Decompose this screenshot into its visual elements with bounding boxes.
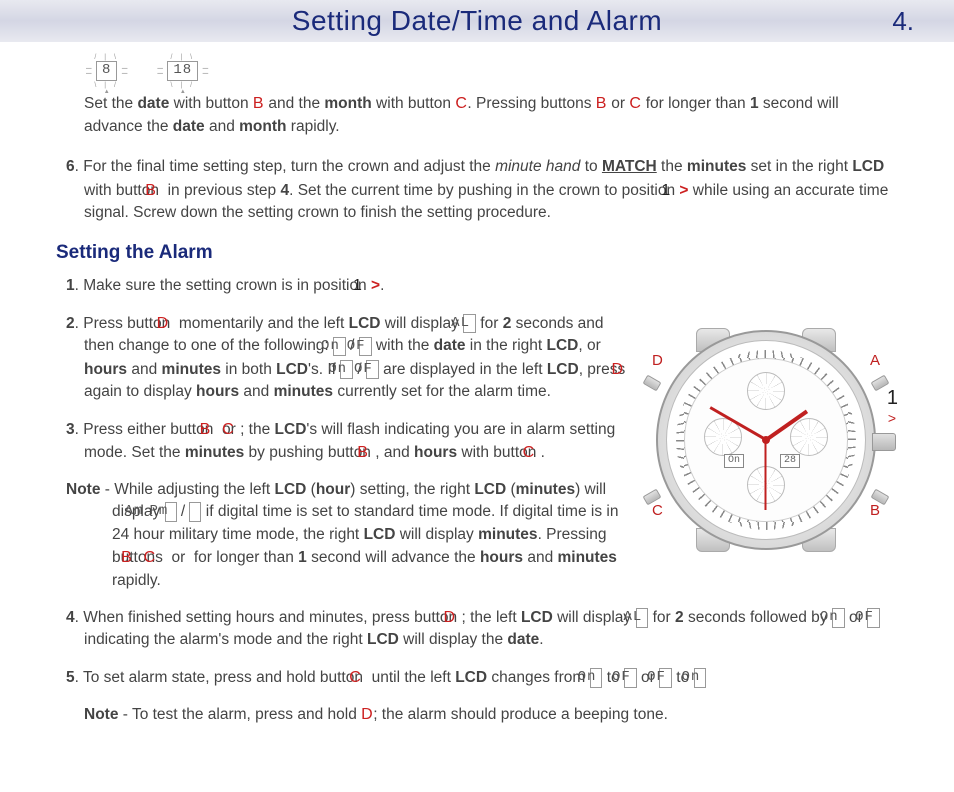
watch-diagram: On 28 A B C D 1 > xyxy=(648,312,898,572)
note-1: Note - While adjusting the left LCD (hou… xyxy=(112,479,634,592)
lcd-example-row: / | \\ | / –––– 8 ▲ / | \\ | / –––– 18 ▲ xyxy=(96,60,898,82)
page-header: Setting Date/Time and Alarm 4. xyxy=(0,0,954,42)
lcd-pm: Pm xyxy=(189,502,201,521)
watch-lcd-left: On xyxy=(724,454,744,468)
alarm-step-5: 5. To set alarm state, press and hold bu… xyxy=(84,666,898,689)
watch-lcd-right: 28 xyxy=(780,454,800,468)
lcd-off: OF xyxy=(359,337,372,356)
page-number: 4. xyxy=(892,6,914,37)
lcd-on: On xyxy=(333,337,346,356)
intro-paragraph: Set the date with button B and the month… xyxy=(84,92,898,138)
watch-button-d xyxy=(643,374,662,391)
alarm-heading: Setting the Alarm xyxy=(56,239,898,267)
lcd-al: AL xyxy=(463,314,476,333)
watch-label-arrow: > xyxy=(888,408,896,428)
watch-label-d: D xyxy=(652,350,663,372)
button-c-ref: C xyxy=(455,92,467,115)
button-b-ref: B xyxy=(253,92,264,115)
alarm-step-4: 4. When finished setting hours and minut… xyxy=(84,606,898,652)
watch-label-b: B xyxy=(870,500,880,522)
lcd-example-8: / | \\ | / –––– 8 ▲ xyxy=(96,60,117,82)
watch-label-a: A xyxy=(870,350,880,372)
watch-crown xyxy=(872,433,896,451)
step-6: 6. For the final time setting step, turn… xyxy=(84,156,898,224)
note-2: Note - To test the alarm, press and hold… xyxy=(84,703,898,726)
page-content: / | \\ | / –––– 8 ▲ / | \\ | / –––– 18 ▲… xyxy=(0,42,954,761)
alarm-step-1: 1. Make sure the setting crown is in pos… xyxy=(84,274,898,297)
page-title: Setting Date/Time and Alarm xyxy=(292,5,662,37)
alarm-step-3: 3. Press either button B or C; the LCD's… xyxy=(84,418,634,465)
watch-label-c: C xyxy=(652,500,663,522)
lcd-example-18: / | \\ | / –––– 18 ▲ xyxy=(167,60,198,82)
alarm-step-2: 2. Press button D momentarily and the le… xyxy=(84,312,634,404)
